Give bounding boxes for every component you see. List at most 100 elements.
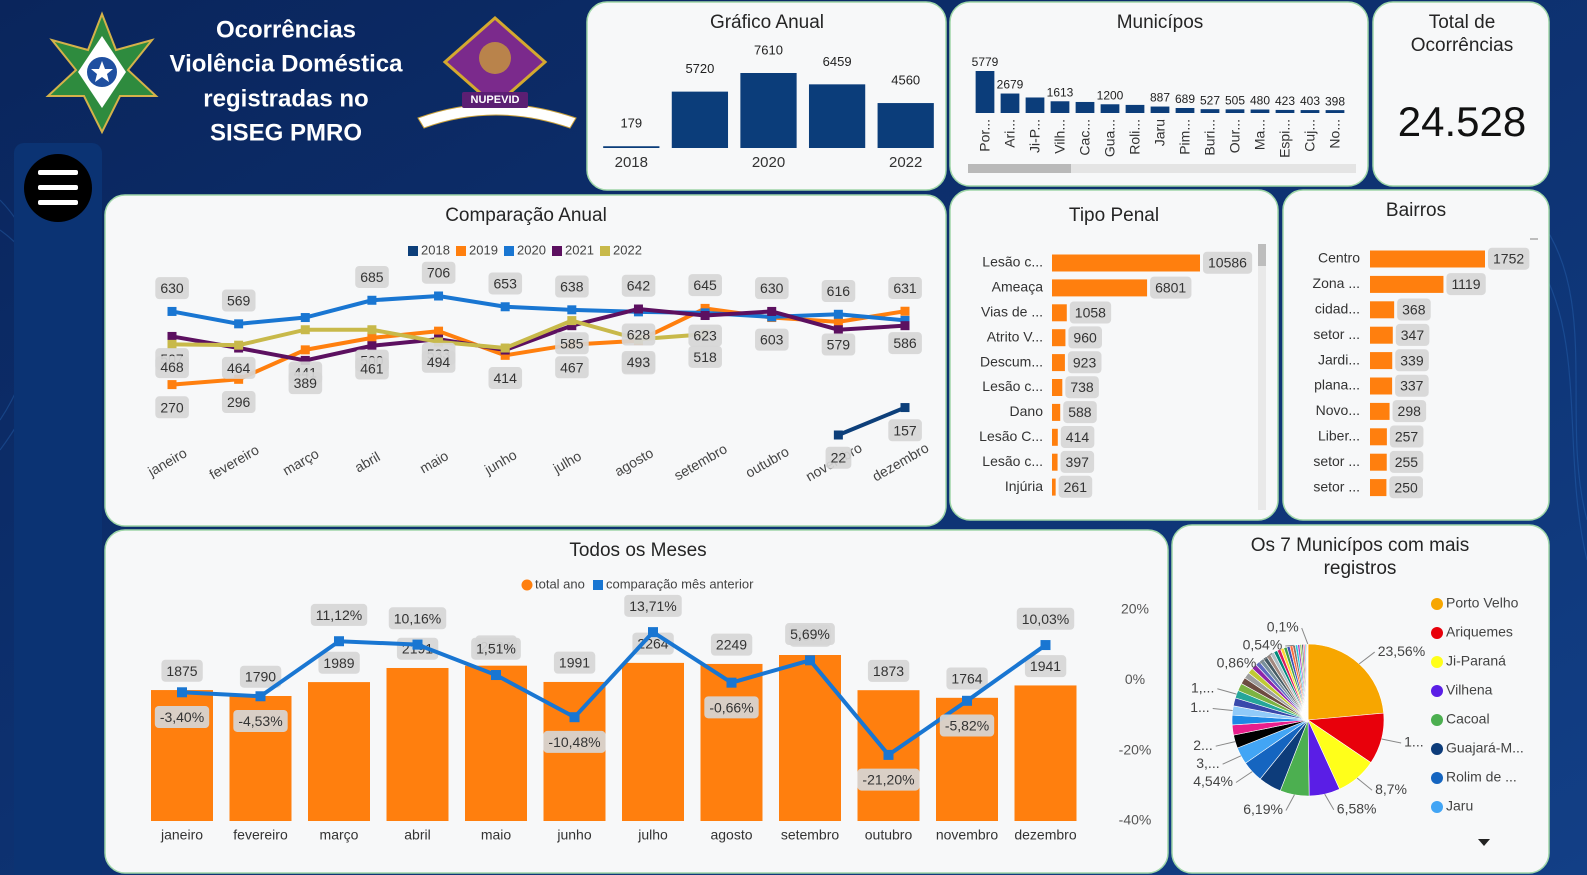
bar	[808, 84, 866, 148]
x-tick-label: 2018	[615, 154, 648, 171]
legend-label: 2018	[421, 242, 450, 257]
label-box	[1067, 351, 1102, 374]
legend-scroll[interactable]	[1478, 839, 1490, 846]
marker	[367, 325, 377, 335]
label-box	[939, 714, 995, 737]
leader-line	[1324, 793, 1335, 810]
bar	[1200, 109, 1220, 113]
bar	[1150, 106, 1170, 113]
label-box	[621, 323, 656, 346]
data-label: -5,82%	[945, 718, 989, 734]
legend-swatch	[1431, 714, 1443, 726]
data-label: 923	[1073, 354, 1097, 370]
bar	[1052, 428, 1058, 446]
x-tick-label: Buri...	[1202, 119, 1218, 156]
data-label: 13,71%	[629, 598, 676, 614]
data-label: 1200	[1097, 88, 1124, 102]
label-box	[1060, 450, 1095, 473]
bar	[1052, 379, 1063, 396]
data-label: 467	[560, 359, 584, 375]
label-box	[755, 328, 789, 351]
legend-swatch	[552, 246, 562, 256]
panel-title: Todos os Meses	[569, 540, 706, 561]
data-label: 5720	[685, 61, 714, 76]
label-box	[1389, 476, 1423, 499]
x-tick-label: Cuj...	[1302, 119, 1318, 152]
bar	[740, 73, 797, 148]
scrollbar-thumb[interactable]	[968, 164, 1071, 173]
data-label: 493	[627, 354, 651, 370]
bar	[1370, 428, 1387, 446]
label-box	[555, 356, 589, 379]
legend-swatch	[1431, 801, 1443, 813]
bar	[1014, 685, 1077, 821]
panel	[949, 189, 1279, 521]
data-label: 414	[494, 370, 518, 386]
y-tick-label: plana...	[1314, 377, 1360, 393]
marker	[700, 311, 710, 321]
label-box	[555, 332, 589, 355]
bar	[1370, 250, 1485, 268]
nupevid-emblem: NUPEVID	[417, 16, 577, 129]
data-label: 461	[360, 360, 384, 376]
data-label: 0,86%	[1217, 655, 1257, 671]
y-tick-label: Dano	[1010, 403, 1044, 419]
leader-line	[1259, 652, 1273, 665]
bar	[1025, 97, 1045, 113]
bar	[1052, 304, 1067, 322]
marker	[255, 691, 266, 702]
marker	[434, 291, 444, 301]
legend-label: 2022	[613, 242, 642, 257]
scrollbar-thumb[interactable]	[1258, 244, 1266, 266]
label-box	[221, 356, 256, 379]
data-label: 261	[1064, 479, 1088, 495]
menu-button[interactable]	[24, 154, 92, 222]
marker	[434, 326, 444, 336]
marker	[500, 350, 510, 360]
marker	[234, 374, 244, 384]
bar	[1100, 104, 1120, 113]
x-tick-label: Our...	[1227, 119, 1243, 153]
data-label: 1,51%	[476, 641, 516, 657]
marker	[567, 316, 577, 326]
bar	[877, 103, 934, 148]
data-label: 5,69%	[790, 626, 830, 642]
label-box	[1060, 426, 1095, 449]
label-box	[1395, 374, 1429, 397]
bar	[1250, 109, 1270, 113]
leader-line	[1285, 644, 1294, 647]
label-box	[621, 274, 656, 297]
data-label: 10,03%	[1022, 611, 1069, 627]
marker	[300, 345, 310, 355]
marker	[167, 331, 177, 341]
label-box	[688, 274, 722, 297]
x-tick-label: fevereiro	[233, 827, 288, 843]
data-label: 2679	[997, 78, 1024, 92]
legend-swatch	[1431, 656, 1443, 668]
label-box	[1068, 326, 1102, 349]
x-tick-label: outubro	[865, 827, 913, 843]
label-box	[946, 667, 988, 690]
data-label: 585	[560, 335, 584, 351]
label-box	[355, 357, 389, 380]
bar	[1370, 453, 1387, 471]
bar	[603, 146, 660, 148]
bar	[1370, 377, 1393, 395]
panel-title: Bairros	[1386, 200, 1446, 221]
legend-label: 2019	[469, 242, 498, 257]
data-label: 298	[1398, 403, 1422, 419]
data-label: 630	[760, 280, 784, 296]
label-box	[488, 272, 523, 295]
data-label: 588	[1068, 404, 1092, 420]
marker	[491, 670, 501, 681]
data-label: 1...	[1404, 734, 1423, 750]
label-box	[1446, 273, 1486, 296]
marker	[567, 321, 577, 331]
y-tick-label: setor ...	[1313, 453, 1360, 469]
marker	[500, 343, 510, 353]
y2-tick-label: -20%	[1119, 741, 1152, 757]
data-label: 6,19%	[1243, 801, 1283, 817]
scrollbar-thumb[interactable]	[1530, 238, 1538, 240]
data-label: 1941	[1030, 658, 1061, 674]
label-box	[857, 768, 920, 791]
